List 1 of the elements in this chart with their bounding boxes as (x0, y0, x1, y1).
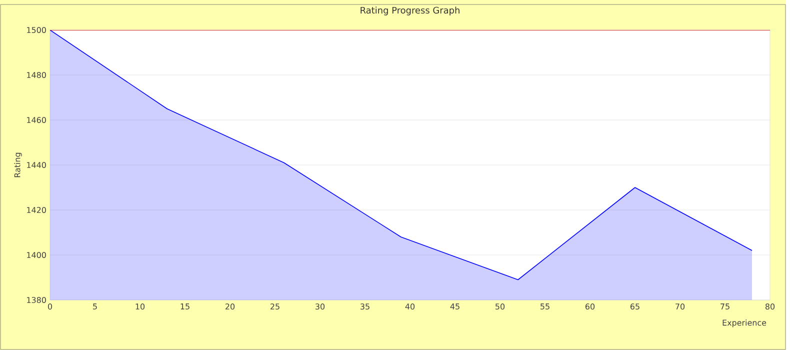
chart-title: Rating Progress Graph (360, 6, 460, 16)
